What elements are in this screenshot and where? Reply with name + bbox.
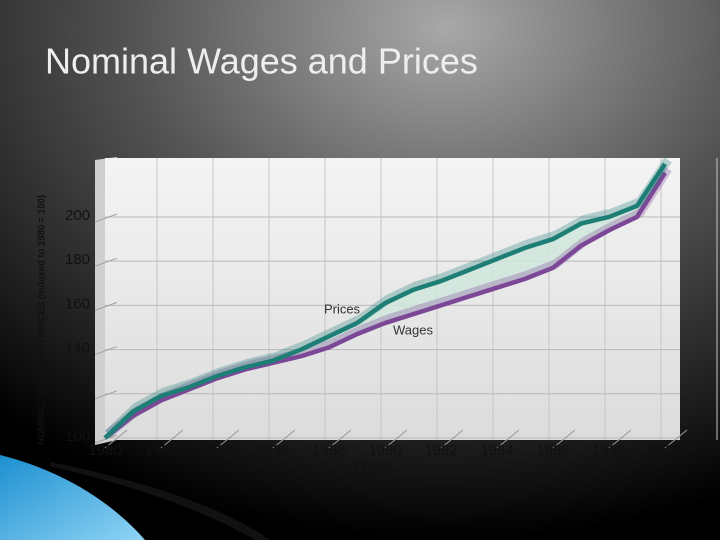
floor-line [384,429,408,449]
floor-line [608,429,632,449]
x-tick-label: 1982 [144,442,177,459]
decor-swoosh [0,455,145,540]
floor-line [440,429,464,449]
line [103,162,667,440]
y-tick-label: 100 [65,428,90,445]
floor-line [104,429,128,449]
floor-line [496,429,520,449]
floor-line [664,429,688,449]
x-tick-label: 1994 [480,442,513,459]
x-tick-label: 1986 [256,442,289,459]
x-tick-label: 1980 [88,442,121,459]
chart-title: Nominal Wages and Prices [45,41,478,82]
floor-line [328,429,352,449]
floor-line [160,429,184,449]
y-tick-label: 200 [65,207,90,224]
x-tick-label: 1996 [536,442,569,459]
decor-stripe [50,462,270,540]
grid-line-side [94,301,118,311]
y-tick-label: 160 [65,295,90,312]
x-tick-label: 1990 [368,442,401,459]
x-tick-label: 1998 [592,442,625,459]
annotation: Wages [393,322,433,337]
grid-line-side [94,390,118,400]
x-tick-label: 2000 [648,442,681,459]
x-tick-label: 1984 [200,442,233,459]
grid-line-side [94,257,118,267]
floor-line [272,429,296,449]
y-tick-label: 120 [65,384,90,401]
x-axis-label: YEAR [352,459,393,476]
y-tick-label: 140 [65,340,90,357]
floor-line [552,429,576,449]
x-tick-label: 1988 [312,442,345,459]
grid-line-side [94,213,118,223]
grid-line-side [94,346,118,356]
y-axis-label: NOMINAL WAGES AND PRICES (Indexed to 198… [37,195,48,445]
x-tick-label: 1992 [424,442,457,459]
floor-line [216,429,240,449]
y-tick-label: 180 [65,251,90,268]
annotation: Prices [324,301,361,316]
